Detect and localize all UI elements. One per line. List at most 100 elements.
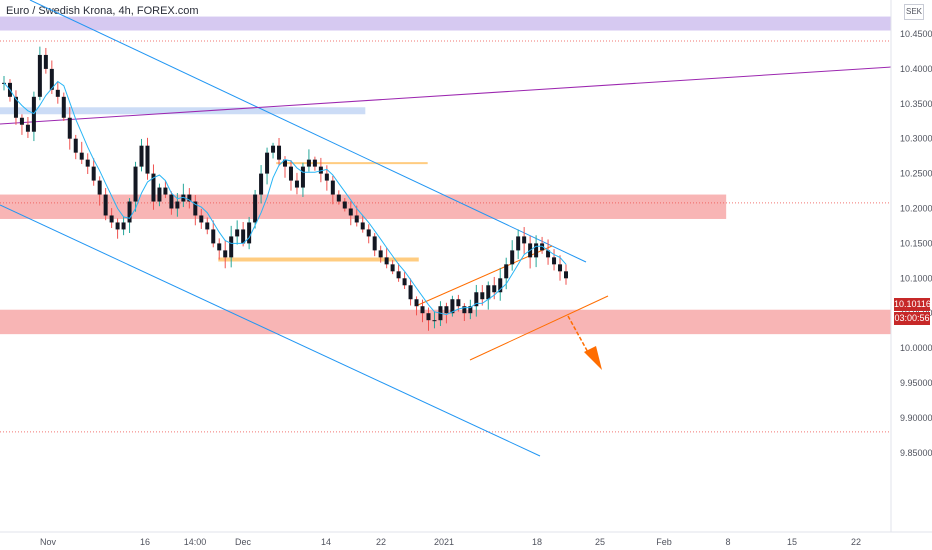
candle-body-43 <box>259 173 264 195</box>
time-tick-6: 2021 <box>434 537 454 547</box>
trendlines-layer <box>0 0 892 457</box>
time-tick-0: Nov <box>40 537 57 547</box>
price-tick-7: 10.10000 <box>900 273 932 283</box>
candle-body-53 <box>318 166 323 174</box>
candle-body-25 <box>151 173 156 202</box>
time-tick-10: 8 <box>725 537 730 547</box>
candle-body-3 <box>19 117 24 125</box>
candle-body-5 <box>31 96 36 132</box>
candle-body-33 <box>199 215 204 223</box>
candle-body-20 <box>121 222 126 230</box>
candle-body-51 <box>306 159 311 167</box>
price-tick-4: 10.25000 <box>900 169 932 179</box>
price-tick-0: 10.45000 <box>900 29 932 39</box>
candle-body-19 <box>115 222 120 230</box>
candle-body-72 <box>432 320 437 322</box>
time-tick-3: Dec <box>235 537 252 547</box>
candles-layer <box>2 46 568 331</box>
candle-body-46 <box>277 145 282 160</box>
candle-body-4 <box>25 124 30 132</box>
price-tick-12: 9.85000 <box>900 448 932 458</box>
candle-body-18 <box>109 215 114 223</box>
candle-body-40 <box>241 229 246 244</box>
candle-body-24 <box>145 145 150 174</box>
currency-badge[interactable]: SEK <box>904 4 924 20</box>
time-tick-8: 25 <box>595 537 605 547</box>
candle-body-65 <box>390 264 395 272</box>
time-tick-2: 14:00 <box>184 537 207 547</box>
candle-body-6 <box>37 54 42 97</box>
candle-body-29 <box>175 201 180 209</box>
time-tick-4: 14 <box>321 537 331 547</box>
zone-2 <box>0 194 727 219</box>
candle-body-47 <box>283 159 287 167</box>
candle-body-9 <box>55 89 60 97</box>
candle-body-17 <box>103 194 108 216</box>
candle-body-89 <box>534 243 539 258</box>
price-tick-9: 10.00000 <box>900 343 932 353</box>
candle-body-66 <box>396 271 401 279</box>
candle-body-80 <box>480 292 485 300</box>
price-tick-10: 9.95000 <box>900 378 932 388</box>
time-tick-1: 16 <box>140 537 150 547</box>
candle-body-79 <box>474 292 479 307</box>
candle-body-48 <box>288 166 293 181</box>
candle-body-83 <box>498 278 503 293</box>
price-tick-6: 10.15000 <box>900 238 932 248</box>
zone-1 <box>0 107 366 115</box>
time-axis: Nov 16 14:00 Dec 14 22 2021 18 25 Feb 8 15 22 <box>40 537 861 547</box>
forecast-arrow-line <box>567 315 591 357</box>
candle-body-56 <box>336 194 341 202</box>
candle-body-26 <box>157 187 162 202</box>
candle-body-87 <box>522 236 527 244</box>
time-tick-7: 18 <box>532 537 542 547</box>
candle-body-49 <box>294 180 299 188</box>
upper-channel-line <box>29 0 587 263</box>
candle-body-74 <box>444 306 449 314</box>
candle-body-78 <box>468 306 473 314</box>
candle-body-2 <box>13 96 18 118</box>
candle-body-54 <box>324 173 329 181</box>
candle-body-92 <box>552 257 557 265</box>
countdown-tag: 03:00:56 <box>894 312 930 325</box>
candle-body-28 <box>169 194 174 209</box>
candle-body-64 <box>384 257 389 265</box>
candle-body-42 <box>253 194 258 223</box>
candle-body-32 <box>193 201 198 216</box>
candle-body-68 <box>408 285 413 300</box>
candle-body-30 <box>181 194 186 202</box>
candle-body-76 <box>456 299 461 307</box>
candle-body-14 <box>85 159 90 167</box>
candle-body-8 <box>49 68 54 90</box>
candle-body-70 <box>420 306 425 314</box>
candle-body-35 <box>211 229 216 244</box>
candle-body-57 <box>342 201 347 209</box>
candle-body-31 <box>187 194 192 202</box>
candle-body-75 <box>450 299 455 314</box>
lower-channel-line <box>0 204 541 457</box>
candle-body-94 <box>564 271 568 279</box>
price-tick-2: 10.35000 <box>900 99 932 109</box>
candle-body-41 <box>247 222 252 244</box>
candle-body-7 <box>43 54 48 69</box>
candle-body-50 <box>300 166 305 188</box>
candle-body-39 <box>235 229 240 237</box>
candle-body-34 <box>205 222 210 230</box>
time-tick-5: 22 <box>376 537 386 547</box>
candle-body-38 <box>229 236 234 258</box>
candle-body-23 <box>139 145 144 167</box>
candle-body-13 <box>79 152 84 160</box>
moving-average-layer <box>3 80 567 316</box>
candle-body-84 <box>504 264 509 279</box>
candle-body-37 <box>223 250 228 258</box>
candle-body-77 <box>462 306 467 314</box>
candle-body-36 <box>217 243 222 251</box>
candle-body-16 <box>97 180 102 195</box>
moving-average-line <box>3 80 567 316</box>
zones-layer <box>0 16 891 335</box>
candle-body-27 <box>163 187 168 195</box>
price-axis: 10.45000 10.40000 10.35000 10.30000 10.25000… <box>900 29 932 458</box>
candle-body-44 <box>265 152 270 174</box>
